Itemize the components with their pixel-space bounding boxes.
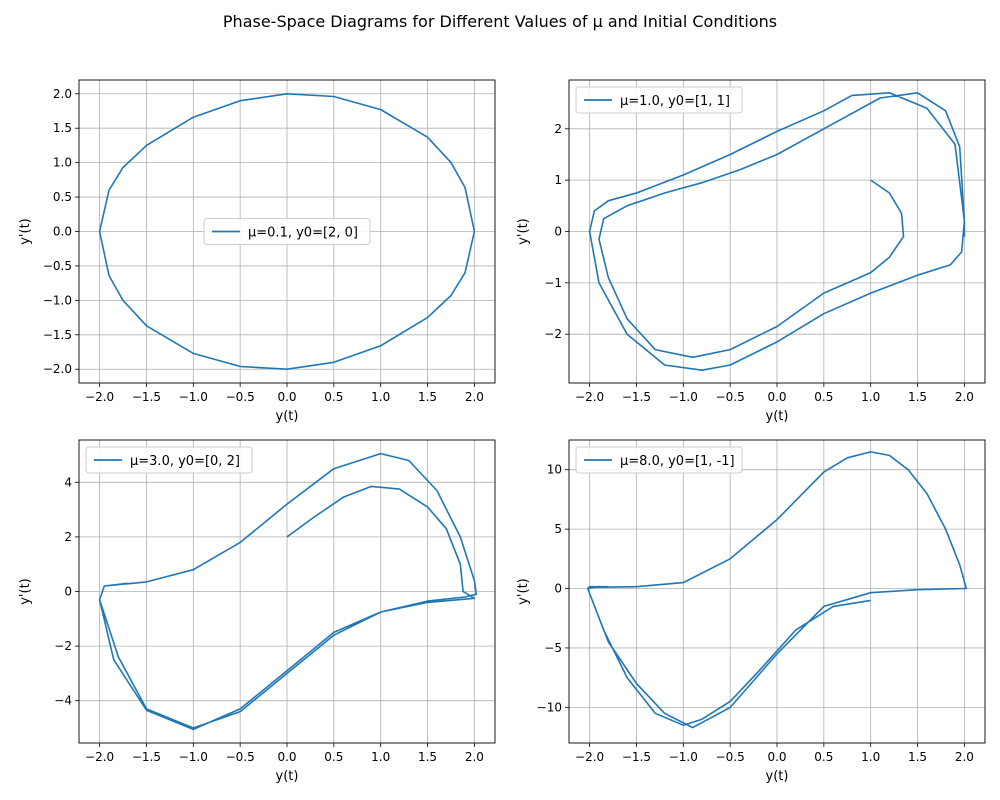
series-line [98,93,476,371]
x-tick-label: −1.0 [179,750,208,764]
y-tick-label: −1.5 [43,328,72,342]
y-tick-label: 0.0 [53,225,72,239]
y-tick-label: −4 [54,694,72,708]
y-tick-label: −1 [544,276,562,290]
subplot-1: −2.0 −1.5 −1.0 −0.5 0.0 0.5 1.0 1.5 2.0 −2.0 −1.5 −… [18,79,496,424]
y-tick-label: −2 [54,639,72,653]
x-tick-label: 1.0 [861,750,880,764]
y-tick-label: 2 [554,122,562,136]
y-tick-label: −0.5 [43,259,72,273]
legend: μ=3.0, y0=[0, 2] [85,446,253,474]
series-line [586,451,968,729]
y-tick-label: 1 [554,173,562,187]
x-tick-label: −2.0 [85,750,114,764]
x-tick-label: 0.0 [767,390,786,404]
x-axis-label: y(t) [276,769,299,784]
x-tick-label: 1.5 [908,750,927,764]
x-tick-label: 2.0 [955,750,974,764]
x-tick-label: 2.0 [465,390,484,404]
y-tick-label: −2 [544,327,562,341]
y-axis-label: y'(t) [18,578,33,605]
y-tick-label: 0 [64,585,72,599]
legend-box [575,86,743,114]
x-tick-label: −0.5 [226,390,255,404]
subplot-2: −2.0 −1.5 −1.0 −0.5 0.0 0.5 1.0 1.5 2.0 −2 −1 0 1 2 y(… [516,79,986,424]
legend-box [85,446,253,474]
y-tick-label: −2.0 [43,362,72,376]
y-tick-label: 0 [554,225,562,239]
x-tick-label: 0.5 [324,750,343,764]
x-tick-label: 1.5 [908,390,927,404]
x-tick-label: 1.0 [371,750,390,764]
y-tick-label: 0 [554,582,562,596]
x-tick-label: 0.5 [814,750,833,764]
x-tick-label: 0.0 [277,750,296,764]
y-tick-label: 1.5 [53,121,72,135]
x-tick-label: 1.5 [418,750,437,764]
x-tick-label: 0.0 [277,390,296,404]
x-axis-label: y(t) [766,769,789,784]
x-tick-label: −1.5 [622,390,651,404]
x-tick-label: 2.0 [465,750,484,764]
x-tick-label: −2.0 [575,390,604,404]
x-tick-label: −1.5 [132,750,161,764]
y-tick-label: 5 [554,522,562,536]
legend: μ=8.0, y0=[1, -1] [575,446,743,474]
x-tick-label: 0.5 [814,390,833,404]
x-tick-label: −1.5 [132,390,161,404]
y-tick-label: −1.0 [43,293,72,307]
subplot-3: −2.0 −1.5 −1.0 −0.5 0.0 0.5 1.0 1.5 2.0 −4 −2 0 2 4 y(… [18,439,496,784]
x-tick-label: −0.5 [716,750,745,764]
y-tick-label: 10 [547,463,562,477]
x-tick-label: −0.5 [716,390,745,404]
legend-label: μ=1.0, y0=[1, 1] [620,94,730,109]
series-line [98,452,478,731]
x-tick-label: 2.0 [955,390,974,404]
y-axis-label: y'(t) [516,218,531,245]
x-tick-label: −1.0 [669,750,698,764]
x-tick-label: 1.0 [371,390,390,404]
x-tick-label: −1.5 [622,750,651,764]
series-line [588,92,966,372]
legend: μ=1.0, y0=[1, 1] [575,86,743,114]
y-tick-label: 2 [64,530,72,544]
x-tick-label: −2.0 [85,390,114,404]
x-tick-label: 0.5 [324,390,343,404]
legend-label: μ=0.1, y0=[2, 0] [248,226,358,241]
y-tick-label: 2.0 [53,87,72,101]
y-tick-label: 1.0 [53,156,72,170]
x-tick-label: 1.5 [418,390,437,404]
x-tick-label: −1.0 [179,390,208,404]
x-tick-label: −0.5 [226,750,255,764]
legend-box [575,446,743,474]
y-axis-label: y'(t) [516,578,531,605]
legend: μ=0.1, y0=[2, 0] [203,218,371,245]
legend-label: μ=8.0, y0=[1, -1] [620,454,735,469]
x-tick-label: 1.0 [861,390,880,404]
x-axis-label: y(t) [276,409,299,424]
y-tick-label: −5 [544,641,562,655]
legend-label: μ=3.0, y0=[0, 2] [130,454,240,469]
y-tick-label: 0.5 [53,190,72,204]
x-axis-label: y(t) [766,409,789,424]
y-tick-label: 4 [64,475,72,489]
y-tick-label: −10 [537,700,562,714]
figure-title: Phase-Space Diagrams for Different Value… [222,12,778,31]
legend-box [203,218,371,245]
x-tick-label: −2.0 [575,750,604,764]
subplot-4: −2.0 −1.5 −1.0 −0.5 0.0 0.5 1.0 1.5 2.0 −10 −5 0 5 10… [516,439,986,784]
y-axis-label: y'(t) [18,218,33,245]
x-tick-label: 0.0 [767,750,786,764]
x-tick-label: −1.0 [669,390,698,404]
